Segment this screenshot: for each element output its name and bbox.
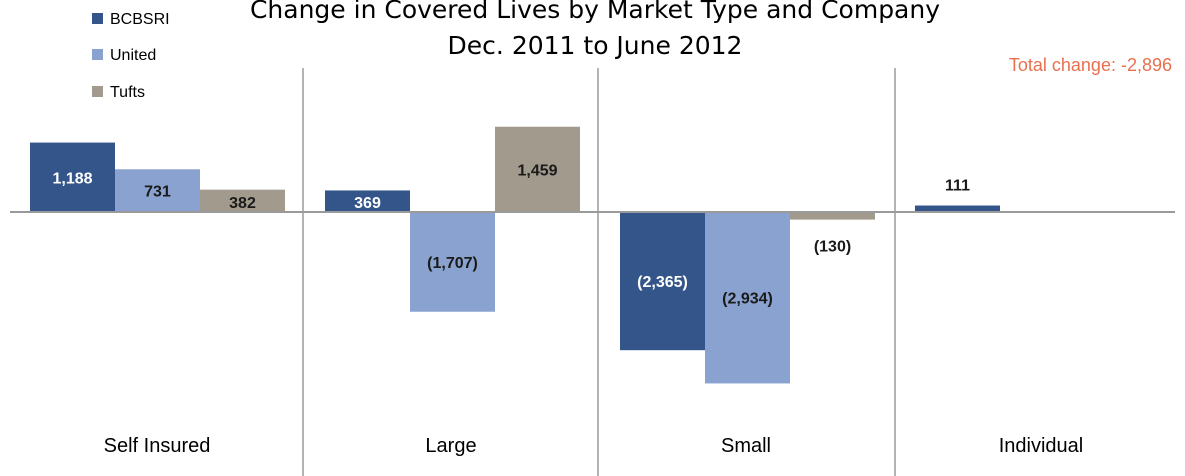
bar-bcbsri-individual [915, 205, 1000, 212]
bars [30, 126, 1000, 384]
total-change-annotation: Total change: -2,896 [1009, 55, 1172, 75]
chart-subtitle: Dec. 2011 to June 2012 [448, 31, 743, 60]
legend-label-bcbsri: BCBSRI [110, 11, 170, 28]
bar-tufts-self-insured [200, 189, 285, 212]
category-label-individual: Individual [999, 435, 1084, 457]
value-label-bcbsri-individual: 111 [945, 178, 970, 195]
value-label-tufts-small: (130) [814, 239, 851, 256]
category-dividers [302, 68, 896, 476]
bar-bcbsri-self-insured [30, 142, 115, 212]
bar-bcbsri-large [325, 190, 410, 212]
legend-swatch-united [92, 49, 103, 60]
bar-tufts-small [790, 212, 875, 220]
legend-label-tufts: Tufts [110, 84, 145, 101]
value-label-united-small: (2,934) [722, 291, 773, 308]
bar-tufts-large [495, 126, 580, 212]
bar-united-large [410, 212, 495, 312]
legend: BCBSRI United Tufts [92, 11, 170, 101]
category-label-small: Small [721, 435, 771, 457]
bar-united-self-insured [115, 169, 200, 212]
value-label-united-self-insured: 731 [144, 184, 171, 201]
value-label-tufts-self-insured: 382 [229, 195, 256, 212]
bar-bcbsri-small [620, 212, 705, 351]
legend-label-united: United [110, 47, 156, 64]
value-label-bcbsri-self-insured: 1,188 [52, 170, 92, 187]
value-label-united-large: (1,707) [427, 255, 478, 272]
category-labels: Self Insured Large Small Individual [104, 435, 1084, 457]
chart-title: Change in Covered Lives by Market Type a… [250, 0, 940, 24]
category-label-large: Large [425, 435, 476, 457]
value-label-bcbsri-large: 369 [354, 195, 381, 212]
legend-swatch-tufts [92, 86, 103, 97]
value-label-tufts-large: 1,459 [517, 162, 557, 179]
bar-united-small [705, 212, 790, 384]
legend-swatch-bcbsri [92, 13, 103, 24]
value-label-bcbsri-small: (2,365) [637, 274, 688, 291]
category-label-self-insured: Self Insured [104, 435, 211, 457]
value-labels: 1,188 731 382 369 (1,707) 1,459 (2,365) (2,934)… [52, 162, 970, 307]
